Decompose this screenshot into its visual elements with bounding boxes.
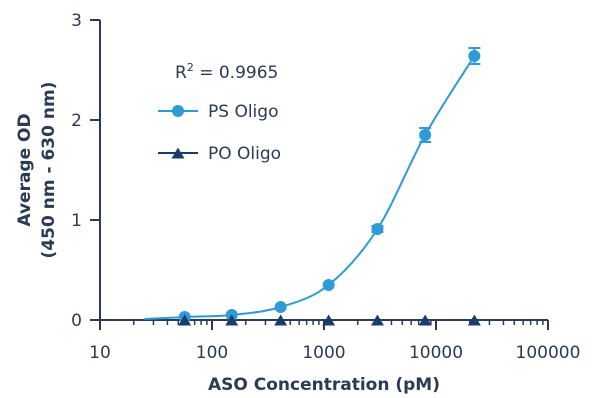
- x-tick-label: 100: [196, 343, 228, 363]
- po-oligo-point: [225, 314, 239, 326]
- legend-marker-triangle: [171, 147, 185, 159]
- y-axis-title: (450 nm - 630 nm): [39, 82, 59, 259]
- ps-oligo-point: [371, 223, 384, 235]
- data-marks: [178, 47, 481, 326]
- legend-marker-circle: [172, 105, 184, 117]
- y-tick-label: 1: [71, 211, 82, 231]
- ps-oligo-point: [468, 50, 481, 62]
- y-axis-title: Average OD: [15, 113, 35, 226]
- x-tick-label: 100000: [516, 343, 581, 363]
- x-tick-label: 1000: [302, 343, 345, 363]
- po-oligo-point: [418, 314, 432, 326]
- ps-oligo-point: [419, 129, 432, 141]
- x-axis-title: ASO Concentration (pM): [208, 375, 440, 395]
- po-oligo-point: [467, 314, 481, 326]
- y-tick-label: 2: [71, 111, 82, 131]
- r-squared-annotation: R2 = 0.9965: [175, 61, 278, 83]
- ps-oligo-point: [274, 301, 287, 313]
- x-tick-label: 10000: [409, 343, 463, 363]
- po-oligo-point: [322, 314, 336, 326]
- x-tick-label: 10: [89, 343, 111, 363]
- y-tick-label: 0: [71, 311, 82, 331]
- fit-curves: [144, 55, 476, 320]
- axes: [90, 19, 549, 330]
- legend-label: PS Oligo: [208, 102, 278, 122]
- po-oligo-point: [274, 314, 288, 326]
- ps-oligo-fit-curve: [144, 55, 476, 320]
- y-tick-label: 3: [71, 11, 82, 31]
- ps-oligo-point: [322, 279, 335, 291]
- po-oligo-point: [178, 314, 192, 326]
- legend: PS Oligo PO Oligo: [158, 102, 281, 164]
- legend-label: PO Oligo: [208, 144, 281, 164]
- labels: 0 1 2 3 10 100 1000 10000 100000 ASO Concentratio…: [15, 11, 580, 395]
- po-oligo-point: [370, 314, 384, 326]
